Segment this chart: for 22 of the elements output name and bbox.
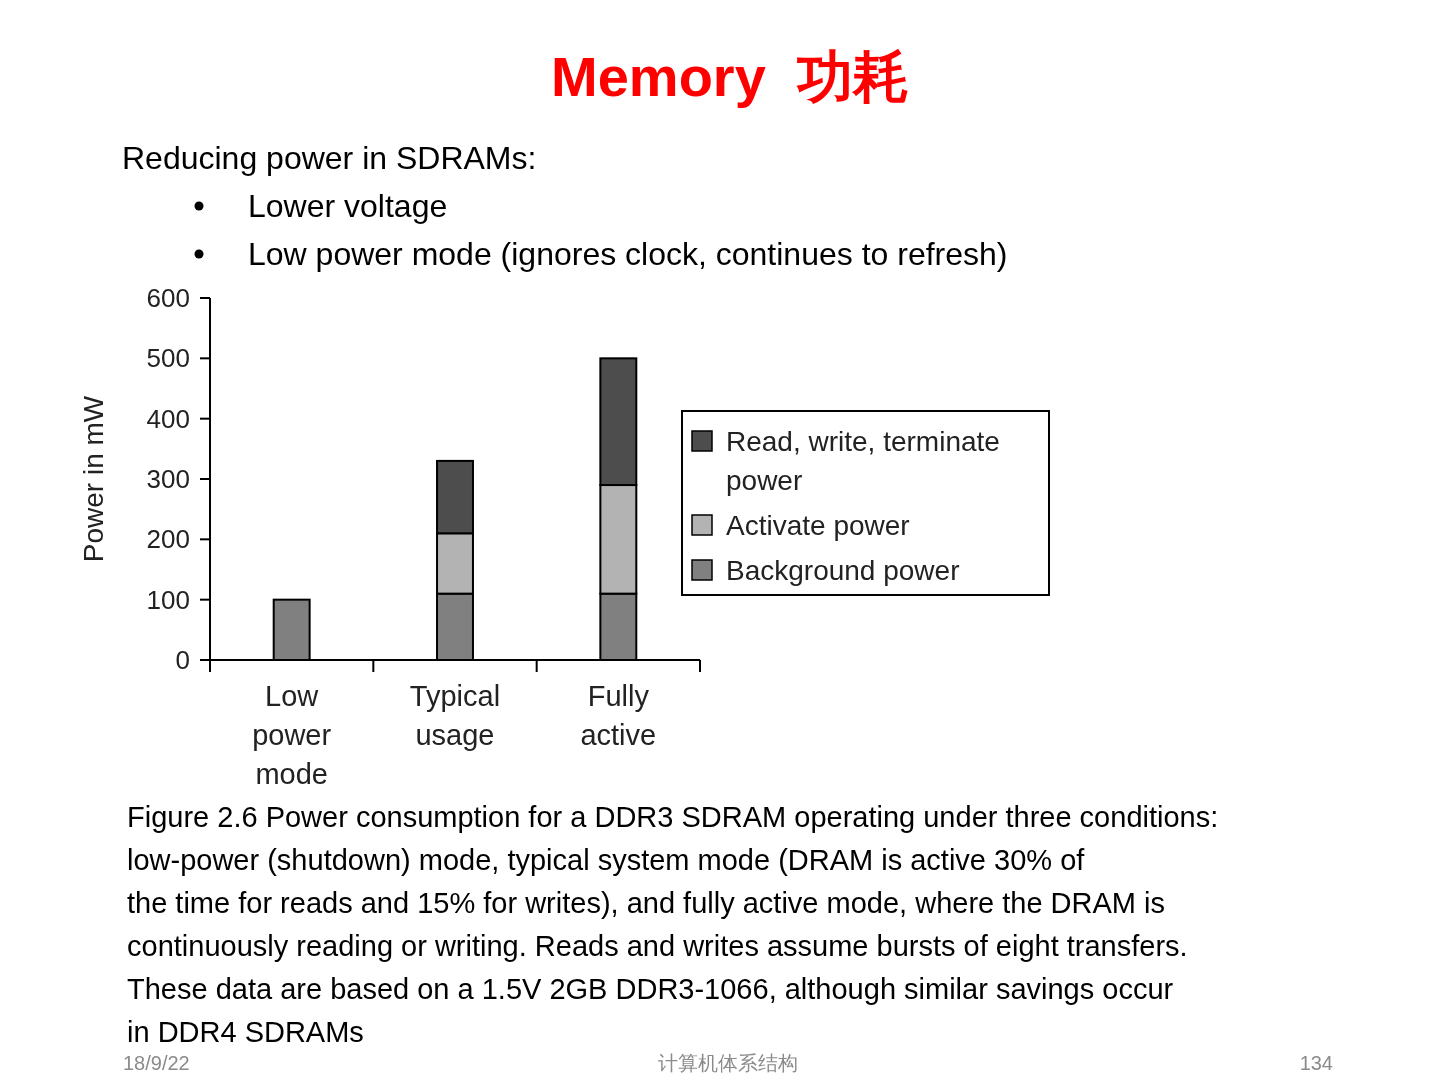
text: 134 (1299, 1052, 1333, 1074)
y-tick-label: 0 (175, 645, 190, 676)
text: Lower voltage (248, 188, 448, 224)
text: 18/9/22 (123, 1052, 190, 1074)
x-tick-label: Typical usage (409, 680, 501, 751)
y-tick-label: 500 (146, 343, 190, 374)
x-tick-label: Fully active (580, 680, 657, 751)
caption: Figure 2.6 Power consumption for a DDR3 SDRAM operating under three conditions: low-power (shutdown) mode, typical system mode (DRAM is active 30% of the time for reads and 15% for writes), and fully active mode, where the DRAM is continuously reading or writing. Reads and writes assume bursts of eight transfers. These data are based on a 1.5V 2GB DDR3-1066, although similar savings occur in DDR4 SDRAMs (127, 801, 1219, 1048)
text: Low power mode (ignores clock, continues to refresh) (248, 236, 1008, 272)
text: Reducing power in SDRAMs: (122, 140, 537, 176)
x-tick-label: Low power mode (252, 680, 332, 790)
y-axis-title: Power in mW (78, 395, 109, 563)
legend-label: Activate power (726, 510, 910, 541)
legend-label: Background power (726, 555, 960, 586)
y-tick-label: 200 (146, 524, 190, 555)
y-tick-label: 300 (146, 464, 190, 495)
y-tick-label: 600 (146, 283, 190, 314)
text: 计算机体系结构 (658, 1052, 798, 1074)
y-tick-label: 100 (146, 584, 190, 615)
y-tick-label: 400 (146, 403, 190, 434)
chart-title: Memory 功耗 (551, 45, 909, 108)
legend-label: Read, write, terminate power (726, 426, 1000, 496)
